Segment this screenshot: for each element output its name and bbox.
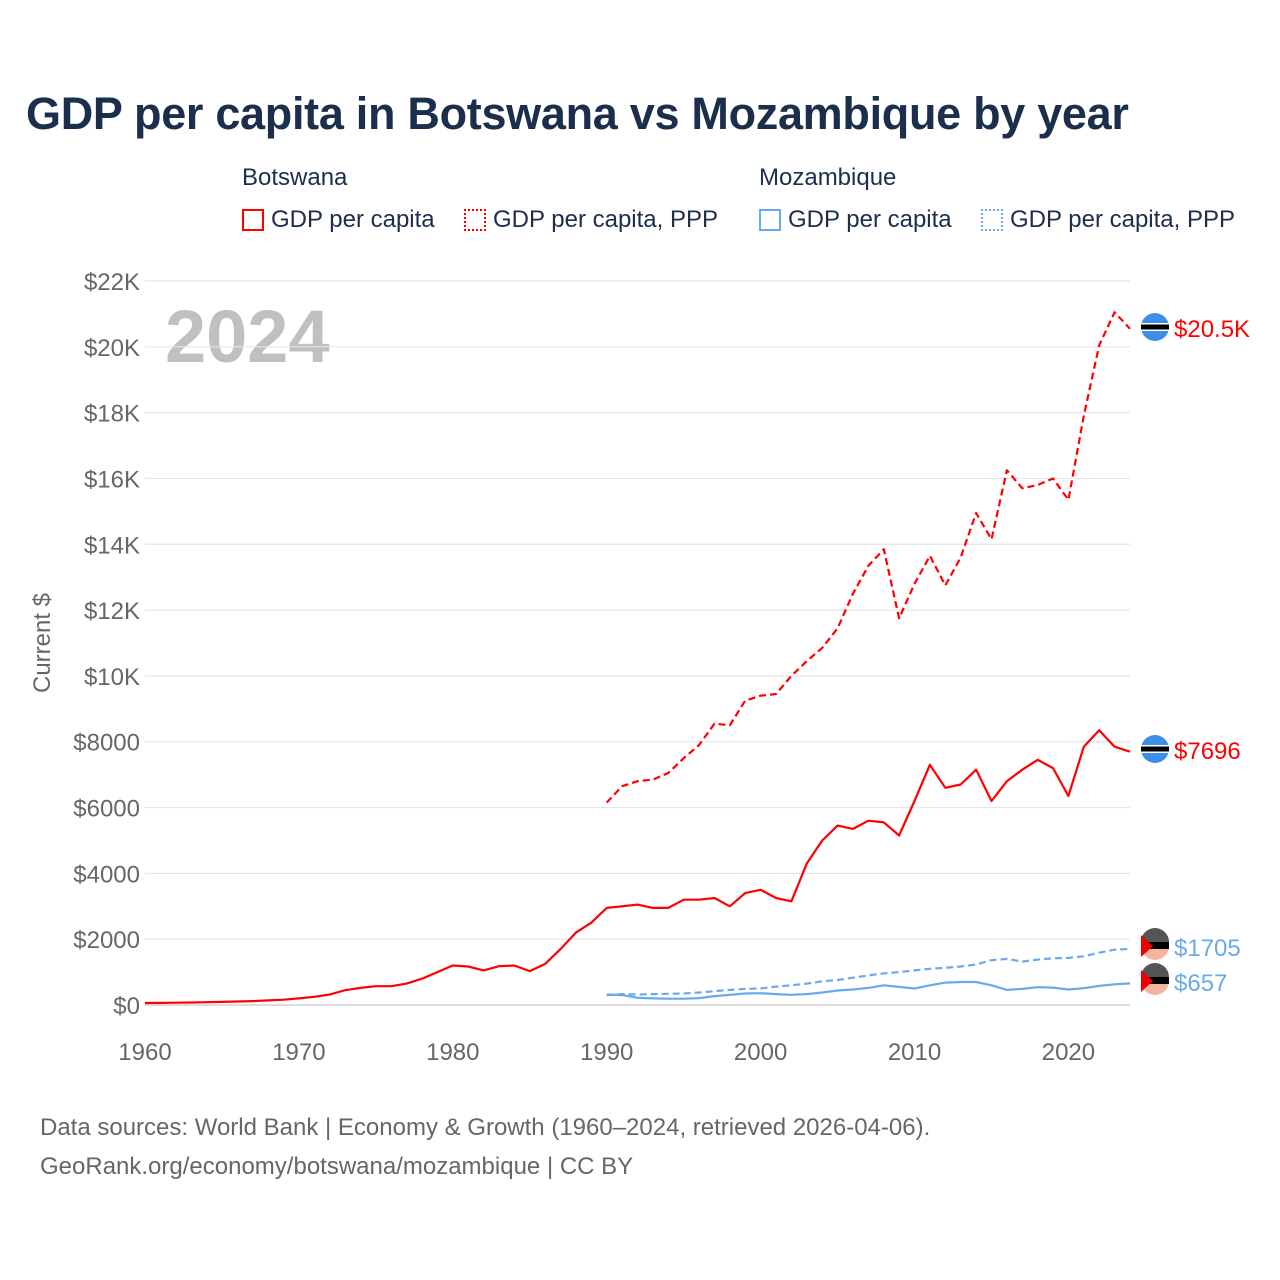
x-tick-label: 2000	[734, 1039, 787, 1066]
legend-swatch-solid	[242, 209, 264, 231]
x-tick-label: 1990	[580, 1039, 633, 1066]
x-tick-label: 2010	[888, 1039, 941, 1066]
series-line-botswana-ppp	[605, 311, 1131, 804]
y-axis-label: Current $	[29, 593, 56, 693]
y-tick-label: $20K	[84, 335, 140, 362]
flag-stripe	[1141, 928, 1169, 942]
x-tick-label: 1980	[426, 1039, 479, 1066]
series-line-mozambique-gdp	[606, 980, 1131, 1000]
legend-group-mozambique: Mozambique	[759, 164, 897, 191]
flag-stripe	[1141, 746, 1169, 752]
legend-item-mozambique-ppp[interactable]: GDP per capita, PPP	[981, 206, 1235, 234]
y-tick-label: $18K	[84, 401, 140, 428]
y-tick-label: $12K	[84, 598, 140, 625]
legend-swatch-dotted	[464, 209, 486, 231]
source-line-1: Data sources: World Bank | Economy & Gro…	[40, 1114, 931, 1141]
x-tick-label: 1970	[272, 1039, 325, 1066]
end-value-label: $1705	[1174, 935, 1241, 962]
y-tick-label: $6000	[73, 796, 140, 823]
y-tick-label: $14K	[84, 532, 140, 559]
legend-label: GDP per capita, PPP	[493, 206, 718, 233]
flag-triangle	[1141, 935, 1153, 957]
flag-stripe	[1141, 963, 1169, 977]
legend-label: GDP per capita, PPP	[1010, 206, 1235, 233]
end-value-label: $657	[1174, 970, 1227, 997]
source-line-2[interactable]: GeoRank.org/economy/botswana/mozambique …	[40, 1153, 634, 1180]
source-note: Data sources: World Bank | Economy & Gro…	[40, 1108, 930, 1186]
x-tick-label: 1960	[118, 1039, 171, 1066]
legend-item-botswana-gdp[interactable]: GDP per capita	[242, 206, 435, 234]
legend-label: GDP per capita	[271, 206, 435, 233]
series-line-botswana-gdp	[144, 729, 1131, 1005]
x-tick-label: 2020	[1042, 1039, 1095, 1066]
flag-triangle	[1141, 970, 1153, 992]
y-tick-label: $22K	[84, 269, 140, 296]
legend-group-botswana: Botswana	[242, 164, 348, 191]
y-tick-label: $0	[113, 993, 140, 1020]
chart-title: GDP per capita in Botswana vs Mozambique…	[26, 88, 1129, 139]
legend-swatch-solid	[759, 209, 781, 231]
legend-item-botswana-ppp[interactable]: GDP per capita, PPP	[464, 206, 718, 234]
legend-label: GDP per capita	[788, 206, 952, 233]
y-tick-label: $8000	[73, 730, 140, 757]
year-label: 2024	[165, 295, 330, 378]
y-tick-label: $16K	[84, 466, 140, 493]
flag-stripe	[1141, 324, 1169, 330]
legend-swatch-dotted	[981, 209, 1003, 231]
flag-stripe	[1141, 942, 1169, 949]
end-value-label: $20.5K	[1174, 316, 1250, 343]
legend-item-mozambique-gdp[interactable]: GDP per capita	[759, 206, 952, 234]
y-tick-label: $10K	[84, 664, 140, 691]
flag-stripe	[1141, 977, 1169, 984]
y-tick-label: $2000	[73, 927, 140, 954]
y-tick-label: $4000	[73, 861, 140, 888]
end-value-label: $7696	[1174, 738, 1241, 765]
